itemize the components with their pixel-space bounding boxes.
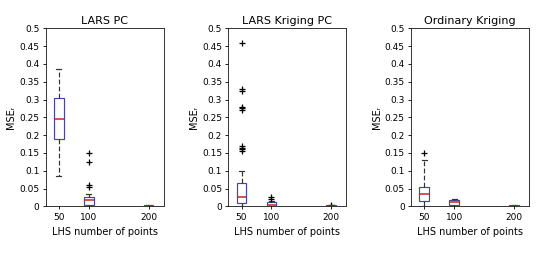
Title: LARS PC: LARS PC [81,16,128,26]
PathPatch shape [237,183,246,203]
Title: LARS Kriging PC: LARS Kriging PC [242,16,332,26]
X-axis label: LHS number of points: LHS number of points [52,227,157,237]
Y-axis label: MSEᵣ: MSEᵣ [189,106,199,129]
PathPatch shape [326,205,336,206]
PathPatch shape [144,205,154,206]
PathPatch shape [419,187,429,201]
Y-axis label: MSEᵣ: MSEᵣ [6,106,17,129]
Y-axis label: MSEᵣ: MSEᵣ [372,106,382,129]
PathPatch shape [509,205,519,206]
Title: Ordinary Kriging: Ordinary Kriging [424,16,516,26]
X-axis label: LHS number of points: LHS number of points [417,227,523,237]
X-axis label: LHS number of points: LHS number of points [234,227,340,237]
PathPatch shape [54,98,63,139]
PathPatch shape [267,202,276,206]
PathPatch shape [449,200,459,205]
PathPatch shape [84,198,93,205]
